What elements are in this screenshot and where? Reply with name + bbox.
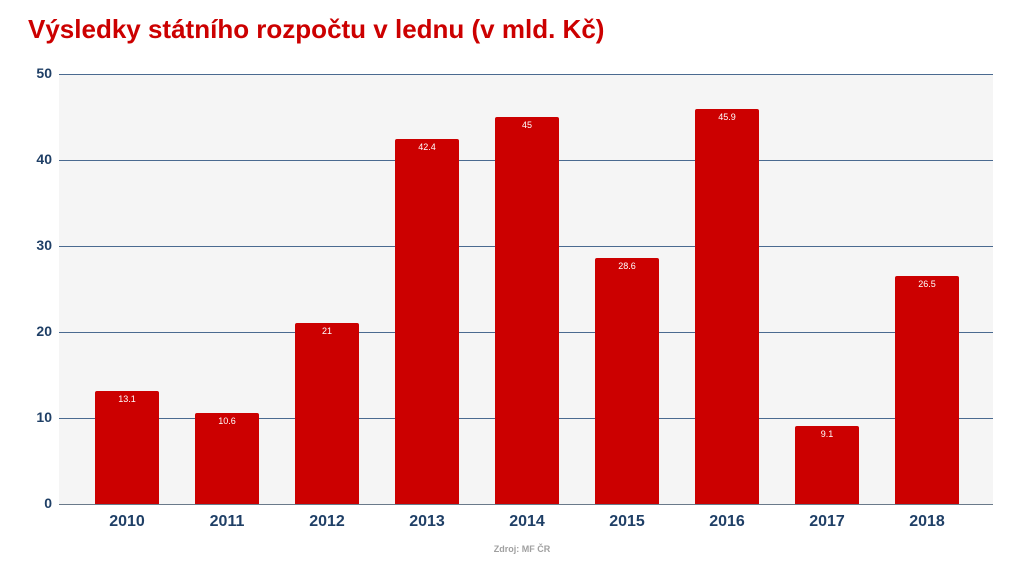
y-tick-label: 0 (44, 495, 52, 511)
x-tick-label: 2013 (409, 513, 445, 530)
y-tick-label: 50 (36, 65, 52, 81)
bar-2017: 9.1 (795, 425, 859, 504)
x-tick-label: 2018 (909, 513, 945, 530)
bar-value-label: 21 (321, 326, 332, 337)
bar-value-label: 45.9 (718, 112, 736, 123)
y-tick-label: 40 (36, 151, 52, 167)
x-axis-baseline (59, 504, 993, 505)
bar-value-label: 10.6 (218, 415, 236, 426)
bar-2013: 42.4 (395, 139, 459, 504)
bar-2016: 45.9 (695, 109, 759, 504)
source-note: Zdroj: MF ČR (493, 544, 551, 554)
bar-2015: 28.6 (595, 258, 659, 504)
y-tick-label: 30 (36, 237, 52, 253)
bar-value-label: 28.6 (618, 261, 636, 272)
chart-title: Výsledky státního rozpočtu v lednu (v ml… (28, 14, 605, 44)
y-tick-label: 20 (36, 323, 52, 339)
plot-area: 13.1 10.6 21 42.4 45 28.6 45.9 9.1 26.5 (59, 74, 993, 505)
gridline (59, 74, 993, 75)
x-tick-label: 2015 (609, 513, 645, 530)
x-tick-label: 2016 (709, 513, 745, 530)
bar-2010: 13.1 (95, 391, 159, 504)
bar-value-label: 42.4 (418, 142, 436, 153)
x-tick-label: 2012 (309, 513, 345, 530)
bar-value-label: 45 (521, 120, 532, 130)
bar-2018: 26.5 (895, 276, 959, 504)
bar-2012: 21 (295, 323, 359, 504)
bar-value-label: 9.1 (820, 428, 834, 439)
bar-2014: 45 (495, 117, 559, 504)
x-tick-label: 2014 (509, 513, 545, 530)
y-tick-label: 10 (36, 409, 52, 425)
bar-2011: 10.6 (195, 412, 259, 504)
x-tick-label: 2010 (109, 513, 145, 530)
bar-value-label: 13.1 (118, 394, 136, 405)
bar-value-label: 26.5 (918, 279, 936, 290)
x-tick-label: 2017 (809, 513, 845, 530)
x-tick-label: 2011 (209, 513, 245, 530)
